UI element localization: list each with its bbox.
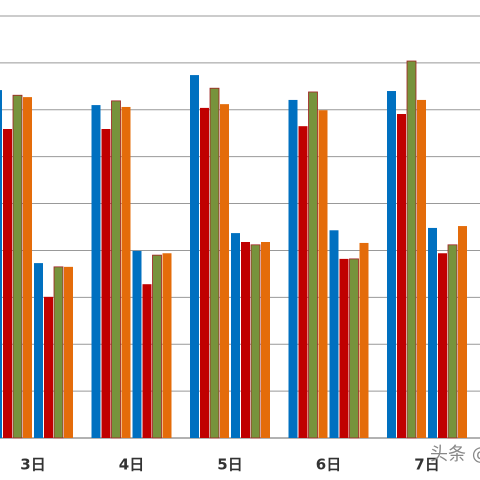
bar bbox=[220, 104, 229, 438]
x-tick-label: 7日 bbox=[414, 456, 439, 474]
x-tick-label: 3日 bbox=[20, 456, 45, 474]
watermark: 头条 @ bbox=[430, 444, 480, 465]
bar bbox=[359, 242, 369, 438]
bar bbox=[91, 105, 101, 438]
bar bbox=[121, 106, 131, 438]
bar bbox=[53, 266, 64, 439]
bar bbox=[318, 110, 328, 438]
bar bbox=[209, 87, 220, 439]
bar bbox=[458, 226, 467, 438]
bar bbox=[64, 266, 73, 438]
bar bbox=[23, 97, 32, 439]
bar bbox=[132, 250, 142, 438]
bar bbox=[447, 244, 458, 439]
bar bbox=[417, 99, 426, 438]
bar bbox=[250, 244, 261, 439]
bar bbox=[44, 296, 53, 438]
bar bbox=[329, 230, 339, 438]
bar bbox=[231, 233, 240, 438]
bar bbox=[406, 60, 417, 439]
bar bbox=[162, 253, 172, 438]
bar bbox=[387, 91, 396, 439]
bar bbox=[298, 126, 308, 438]
bar bbox=[190, 75, 199, 438]
x-tick-label: 5日 bbox=[217, 456, 242, 474]
x-tick-label: 6日 bbox=[316, 456, 341, 474]
bar bbox=[349, 258, 359, 439]
bar bbox=[200, 107, 209, 438]
bar bbox=[438, 253, 447, 438]
bar bbox=[111, 100, 121, 439]
bar bbox=[142, 284, 152, 438]
bar bbox=[288, 99, 298, 438]
bar bbox=[241, 242, 250, 438]
bar bbox=[0, 90, 2, 438]
bar bbox=[397, 113, 406, 439]
bar bbox=[152, 254, 162, 439]
bar bbox=[261, 242, 270, 438]
bar bbox=[101, 129, 111, 438]
bar bbox=[34, 263, 43, 438]
bar bbox=[339, 258, 349, 438]
bar bbox=[428, 227, 437, 438]
bar bbox=[3, 129, 12, 438]
bar bbox=[308, 91, 318, 439]
x-tick-label: 4日 bbox=[119, 456, 144, 474]
bar bbox=[12, 94, 23, 439]
